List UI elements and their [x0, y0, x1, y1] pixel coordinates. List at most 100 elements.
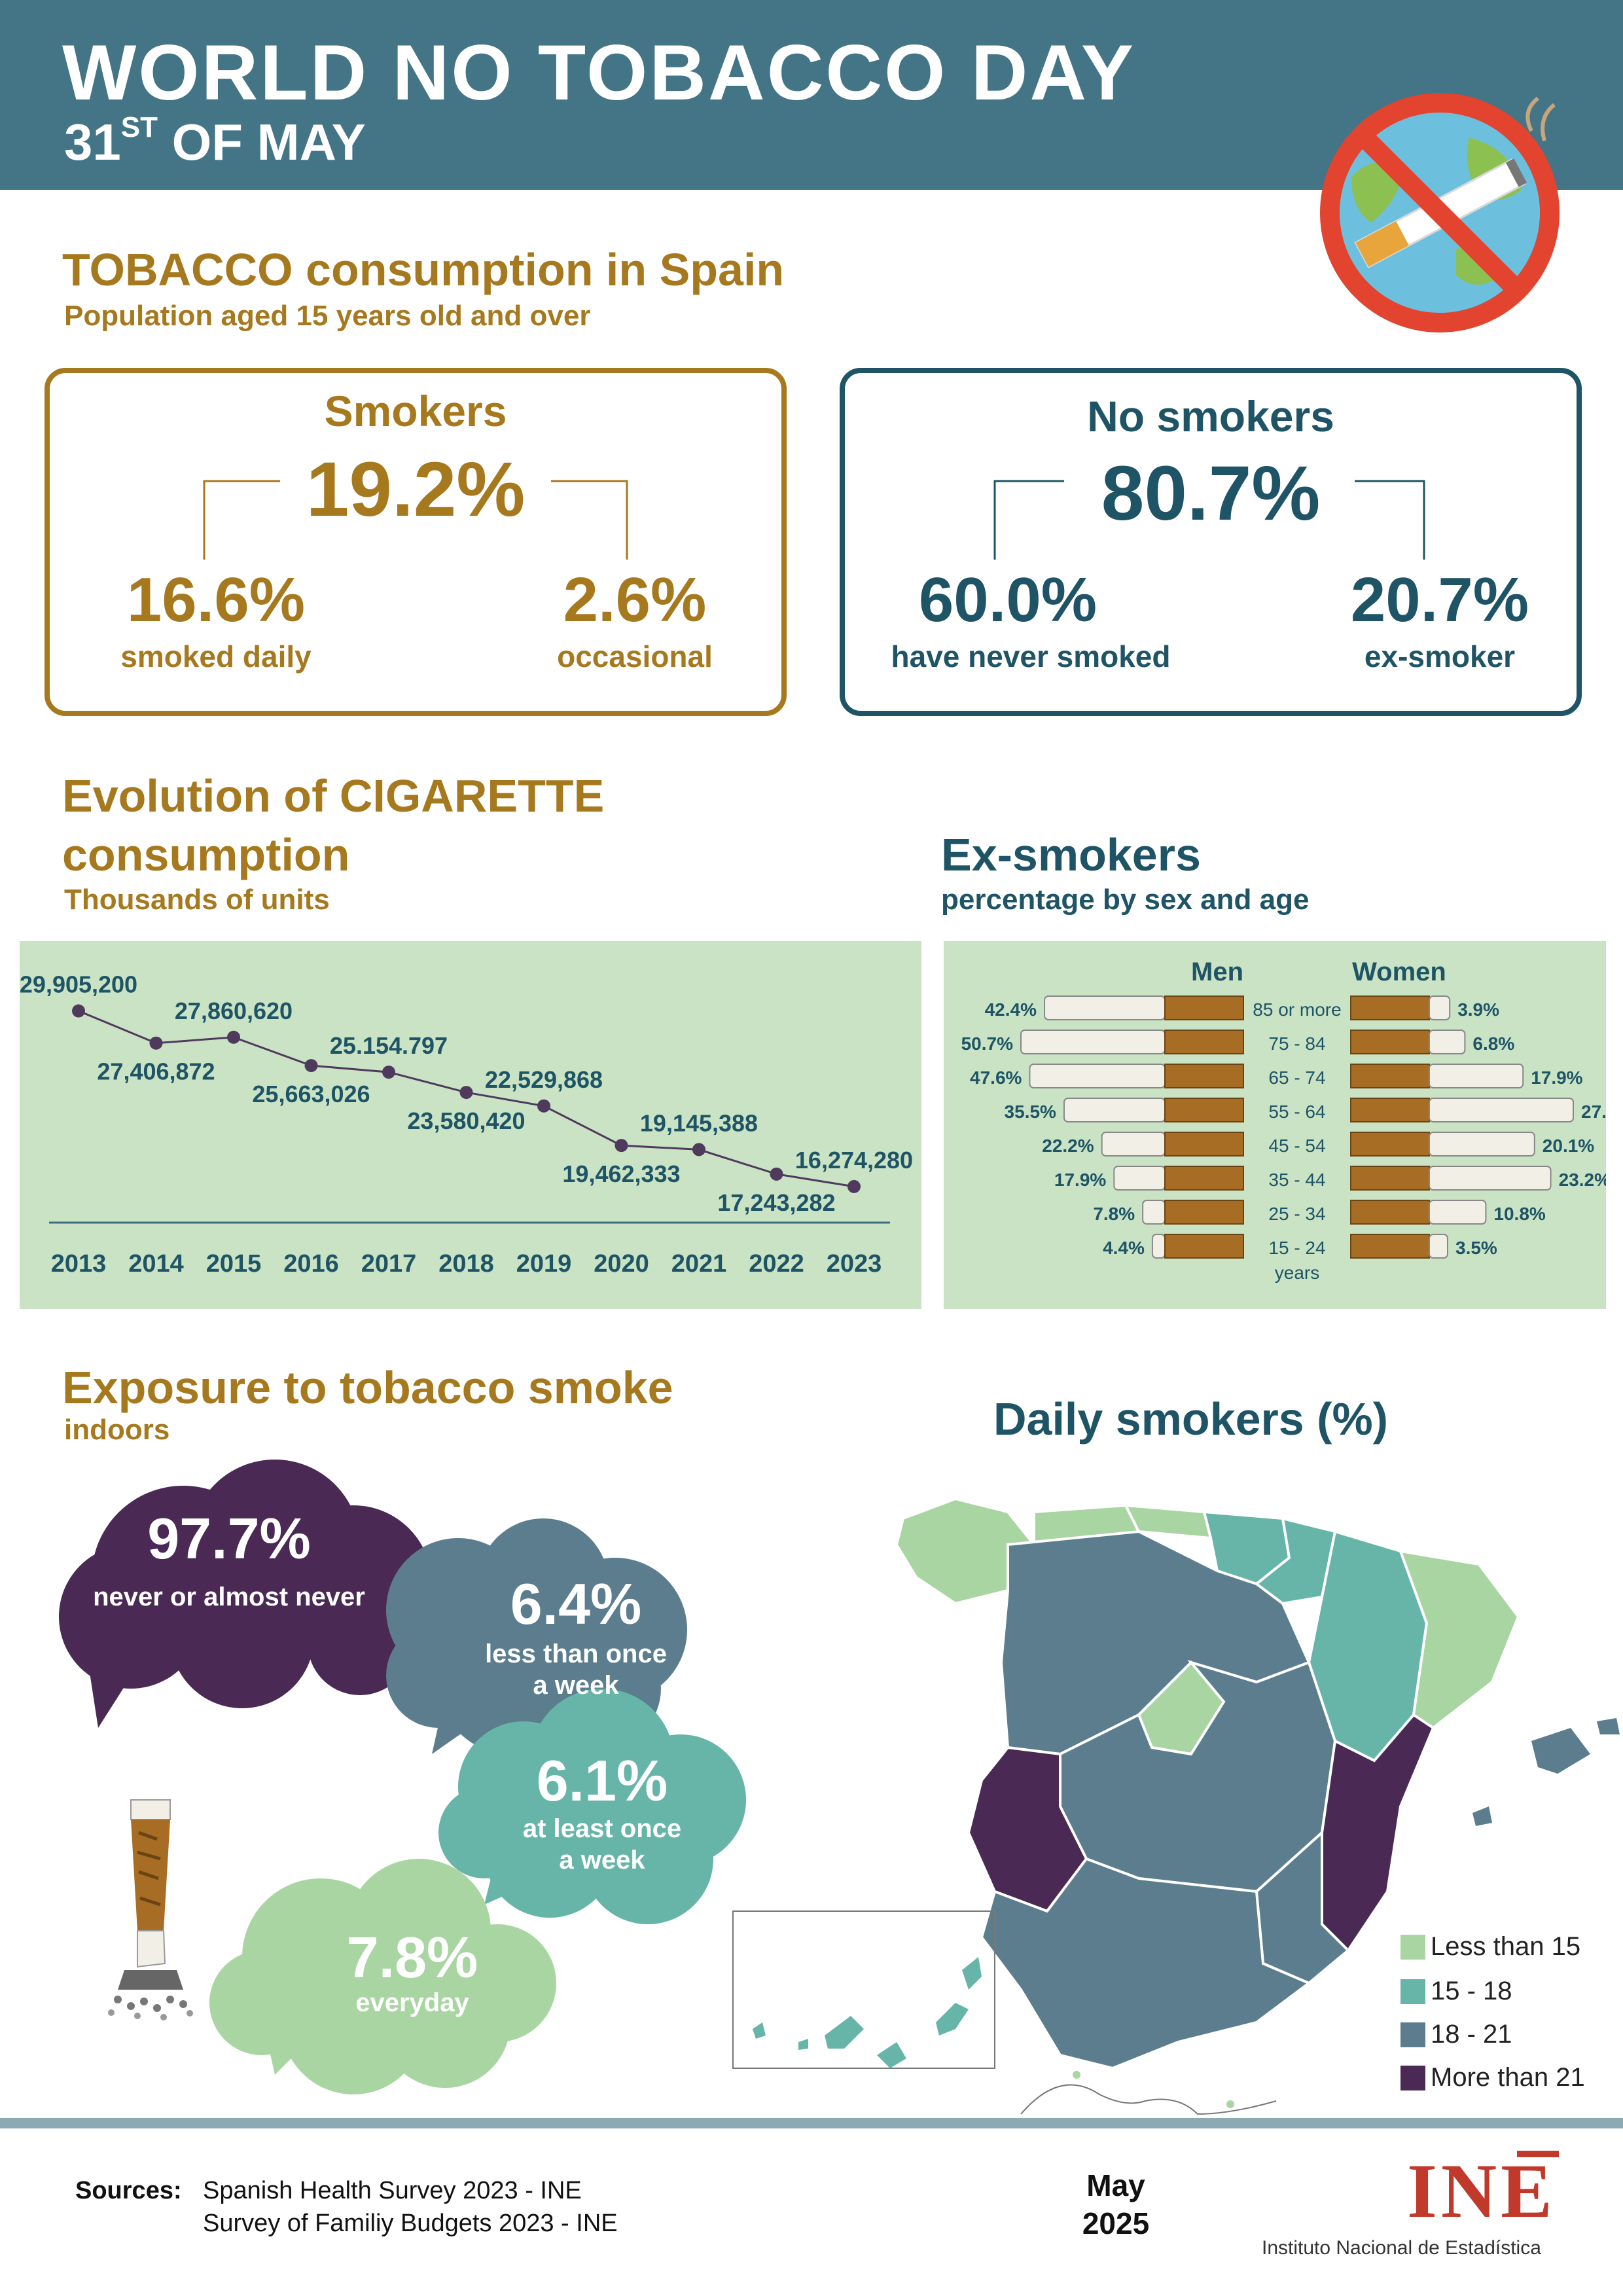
bubble-everyday: [209, 1859, 556, 2094]
x-tick-label: 2022: [749, 1250, 804, 1278]
men-cigarette-paper: [1063, 1098, 1166, 1122]
data-point: [770, 1167, 783, 1181]
men-cigarette-filter: [1164, 1030, 1244, 1054]
data-point: [537, 1099, 550, 1113]
women-cigarette-filter: [1350, 1166, 1430, 1191]
ex-smokers-chart: Men Women 42.4% 85 or more 3.9% 50.7% 75 - 84 6…: [961, 958, 1606, 1283]
men-value-label: 7.8%: [1093, 1204, 1135, 1224]
legend-label-low: Less than 15: [1431, 1932, 1581, 1961]
x-tick-label: 2014: [128, 1250, 184, 1278]
legend-swatch-18-21: [1400, 2022, 1425, 2047]
bubble-everyday-value: 7.8%: [346, 1925, 478, 1990]
non-smokers-total: 80.7%: [1101, 450, 1321, 537]
ex-smoker-value: 20.7%: [1350, 565, 1529, 635]
ine-logo-accent: [1517, 2151, 1559, 2157]
cigarette-butt-icon: [108, 1799, 193, 2020]
data-label: 25,663,026: [252, 1081, 370, 1107]
never-smoked-value: 60.0%: [918, 565, 1097, 635]
institute-name: Instituto Nacional de Estadística: [1262, 2237, 1541, 2259]
exposure-bubbles: [59, 1460, 746, 2094]
ex-smoker-label: ex-smoker: [1364, 639, 1516, 673]
data-label: 19,145,388: [640, 1109, 758, 1136]
men-cigarette-filter: [1164, 1098, 1244, 1122]
legend-swatch-low: [1400, 1935, 1425, 1960]
data-point: [304, 1059, 318, 1073]
non-smokers-label: No smokers: [1087, 392, 1334, 440]
exposure-title: Exposure to tobacco smoke: [62, 1362, 673, 1413]
women-value-label: 6.8%: [1472, 1033, 1514, 1054]
women-cigarette-paper: [1429, 1064, 1524, 1088]
region-andalusia: [980, 1857, 1311, 2070]
women-cigarette-filter: [1350, 1200, 1430, 1225]
bubble-never-value: 97.7%: [147, 1506, 311, 1571]
age-label: 55 - 64: [1268, 1102, 1325, 1122]
data-point: [72, 1004, 85, 1018]
data-label: 29,905,200: [20, 971, 137, 998]
women-value-label: 20.1%: [1543, 1136, 1594, 1156]
women-cigarette-filter: [1350, 1098, 1430, 1122]
age-label: 85 or more: [1253, 999, 1341, 1020]
ex-smokers-title: Ex-smokers: [941, 829, 1201, 880]
never-smoked-label: have never smoked: [891, 639, 1171, 673]
age-label: 75 - 84: [1268, 1033, 1325, 1054]
data-label: 27,860,620: [175, 997, 293, 1024]
evolution-title-line2: consumption: [62, 829, 350, 880]
men-cigarette-paper: [1029, 1064, 1166, 1088]
smokers-daily-label: smoked daily: [120, 639, 312, 673]
women-value-label: 3.9%: [1457, 999, 1499, 1020]
women-cigarette-paper: [1429, 1234, 1448, 1259]
no-smoking-icon: [1320, 93, 1560, 332]
x-tick-label: 2017: [361, 1250, 417, 1278]
legend-swatch-high: [1400, 2066, 1425, 2090]
men-cigarette-filter: [1164, 1064, 1244, 1088]
region-valencia: [1321, 1713, 1435, 1953]
women-value-label: 17.9%: [1531, 1067, 1582, 1088]
men-value-label: 47.6%: [970, 1067, 1022, 1088]
smokers-box: [45, 368, 787, 716]
men-cigarette-paper: [1101, 1132, 1166, 1157]
footer-year: 2025: [1082, 2206, 1150, 2240]
men-cigarette-paper: [1020, 1030, 1166, 1054]
legend-label-15-18: 15 - 18: [1431, 1977, 1512, 2005]
legend-label-high: More than 21: [1431, 2063, 1585, 2092]
evolution-title-line1: Evolution of CIGARETTE: [62, 770, 605, 821]
bubble-never: [59, 1460, 432, 1728]
women-cigarette-filter: [1350, 996, 1430, 1020]
footer-month: May: [1086, 2168, 1145, 2202]
region-catalonia: [1398, 1549, 1520, 1730]
bubble-less-weekly-label1: less than once: [485, 1640, 667, 1668]
age-label: 35 - 44: [1268, 1170, 1325, 1190]
region-baleares-mallorca: [1531, 1728, 1590, 1774]
x-tick-label: 2023: [827, 1250, 882, 1278]
age-label: 15 - 24: [1268, 1238, 1325, 1258]
smokers-daily-value: 16.6%: [126, 565, 306, 635]
women-cigarette-filter: [1350, 1132, 1430, 1157]
bubble-weekly-label1: at least once: [522, 1814, 682, 1843]
consumption-subtitle: Population aged 15 years old and over: [64, 300, 591, 332]
women-value-label: 3.5%: [1455, 1238, 1497, 1258]
men-value-label: 4.4%: [1103, 1238, 1145, 1258]
date-subtitle: 31ST OF MAY: [64, 111, 366, 172]
bubble-weekly: [438, 1689, 746, 1924]
date-number: 31: [64, 113, 121, 171]
source-2: Survey of Familiy Budgets 2023 - INE: [203, 2210, 618, 2237]
date-suffix: ST: [120, 111, 158, 143]
women-cigarette-paper: [1429, 1166, 1552, 1191]
x-tick-label: 2018: [438, 1250, 494, 1278]
data-point: [692, 1143, 705, 1157]
men-cigarette-paper: [1044, 996, 1166, 1020]
data-label: 23,580,420: [407, 1107, 525, 1134]
data-point: [847, 1179, 861, 1193]
years-label: years: [1275, 1263, 1319, 1283]
women-cigarette-paper: [1429, 1200, 1487, 1225]
x-tick-label: 2016: [283, 1250, 339, 1278]
men-cigarette-paper: [1113, 1166, 1166, 1191]
date-month: OF MAY: [158, 113, 366, 171]
legend-swatch-15-18: [1400, 1979, 1425, 2004]
women-cigarette-paper: [1429, 1132, 1535, 1157]
smokers-bracket: [203, 480, 628, 560]
non-smokers-bracket: [993, 480, 1425, 560]
men-cigarette-filter: [1164, 1166, 1244, 1191]
data-label: 16,274,280: [795, 1147, 913, 1174]
x-tick-label: 2013: [51, 1250, 107, 1278]
